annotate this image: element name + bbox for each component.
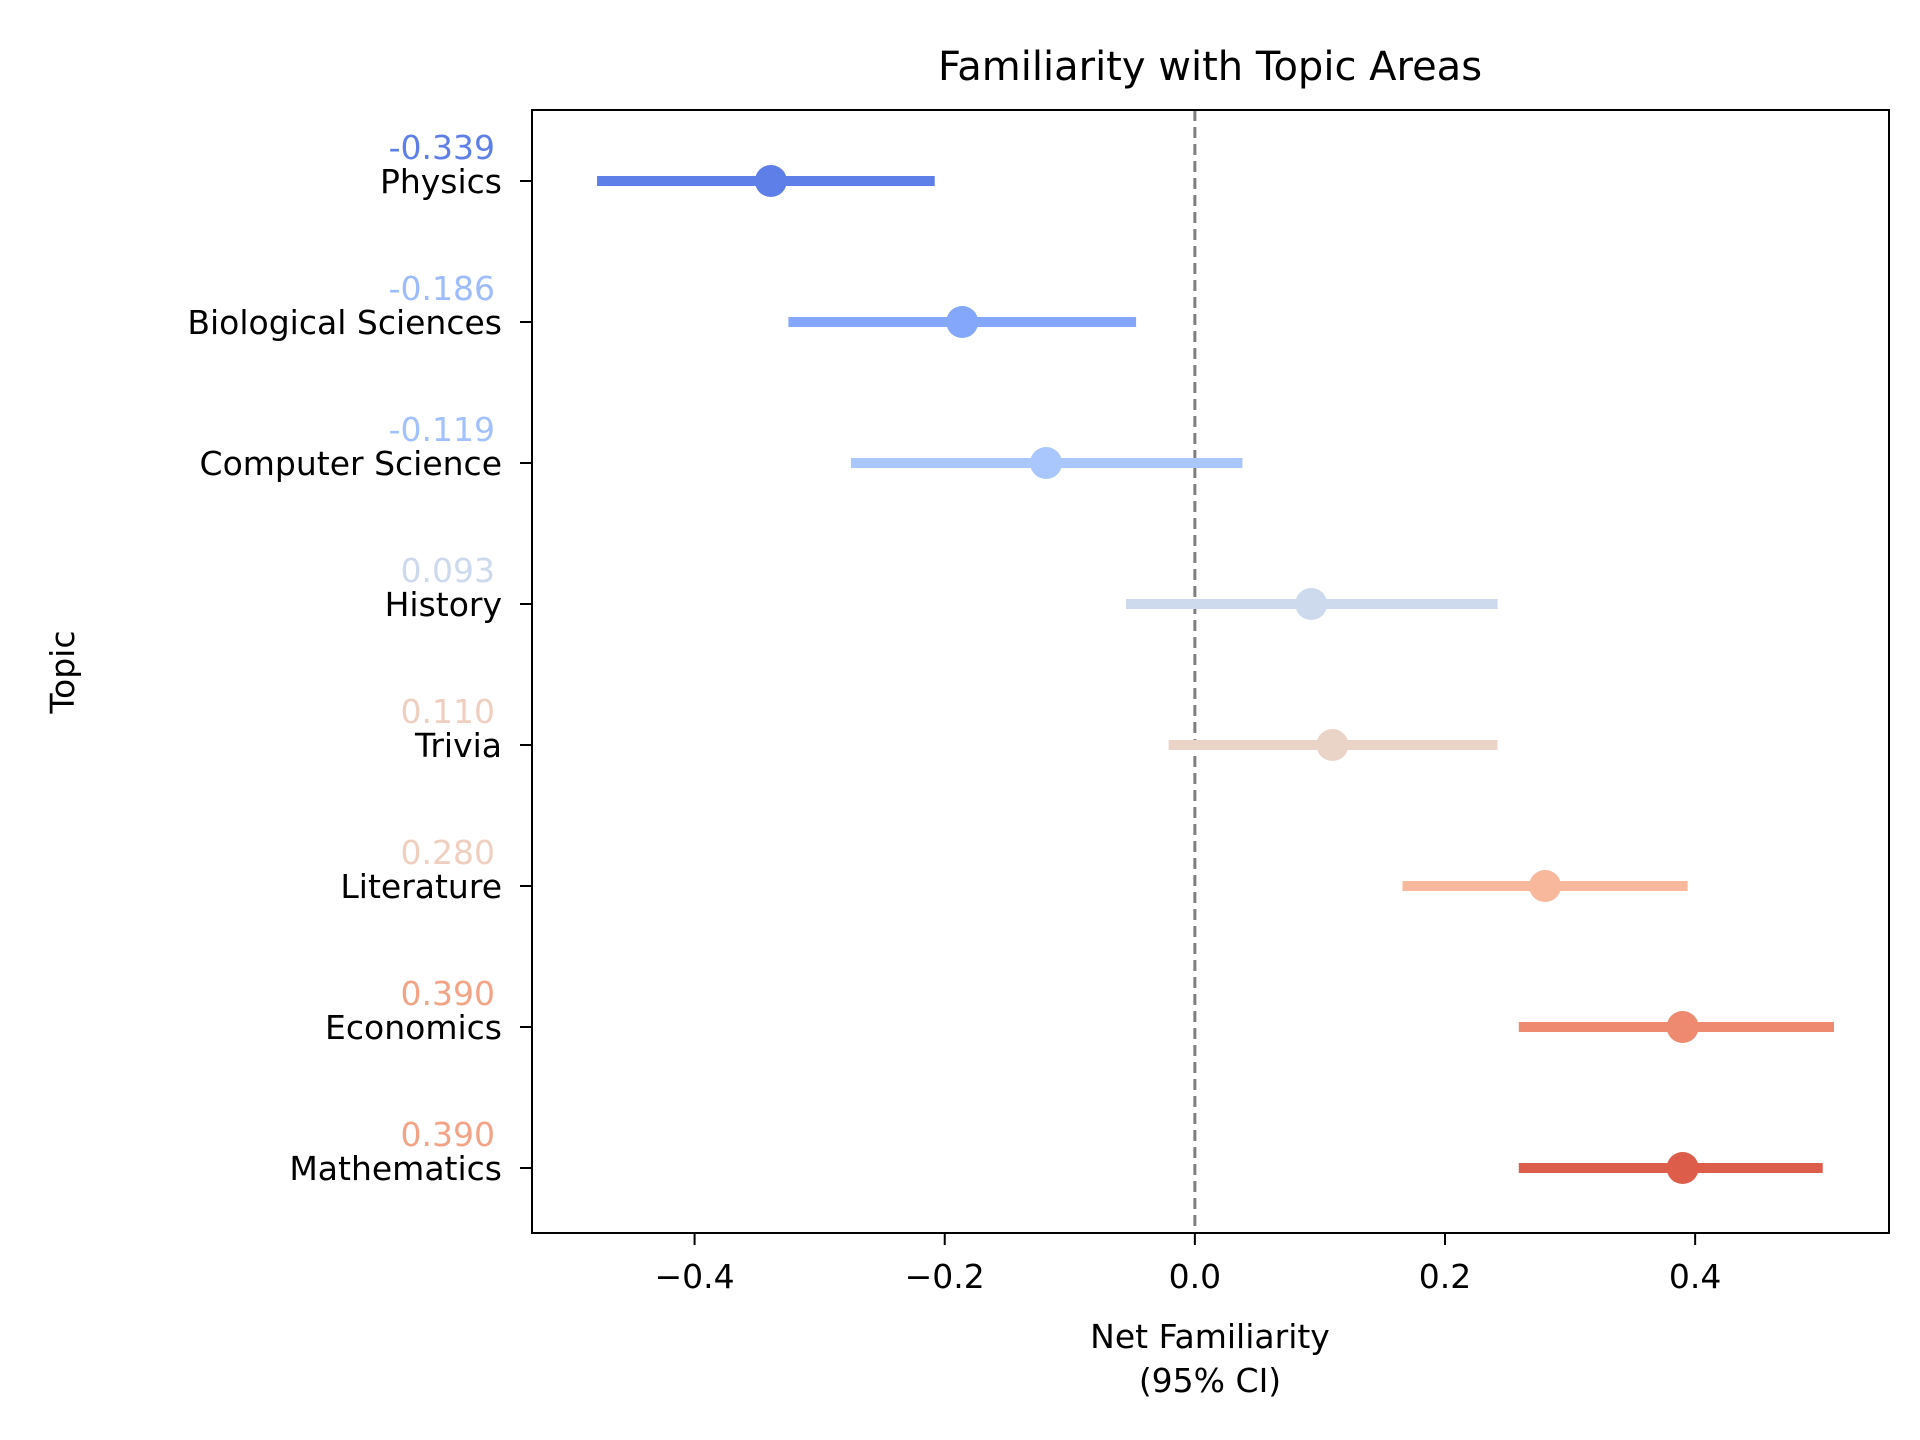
point-biological-sciences (946, 306, 979, 338)
value-label-trivia: 0.110 (401, 692, 495, 731)
y-axis-label: Topic (43, 631, 82, 715)
y-tick-label-mathematics: Mathematics (289, 1149, 502, 1188)
axis-ticks: Physics-0.339 Biological Sciences-0.186 Co… (187, 128, 1721, 1296)
x-tick-label-3: 0.2 (1419, 1257, 1471, 1296)
point-mathematics (1666, 1152, 1699, 1184)
value-label-economics: 0.390 (401, 974, 495, 1013)
y-tick-label-trivia: Trivia (414, 726, 502, 765)
x-tick-label-2: 0.0 (1169, 1257, 1221, 1296)
y-tick-label-history: History (385, 585, 502, 624)
x-tick-label-0: −0.4 (655, 1257, 735, 1296)
x-tick-label-1: −0.2 (905, 1257, 985, 1296)
y-tick-label-economics: Economics (325, 1008, 502, 1047)
point-history (1295, 588, 1328, 620)
value-label-history: 0.093 (401, 551, 495, 590)
y-tick-label-physics: Physics (380, 162, 502, 201)
plot-frame (531, 109, 1890, 1234)
point-trivia (1316, 729, 1349, 761)
x-axis-label-line2: (95% CI) (1139, 1361, 1281, 1400)
x-tick-label-4: 0.4 (1669, 1257, 1721, 1296)
point-computer-science (1030, 447, 1063, 479)
x-axis-label-line1: Net Familiarity (1090, 1317, 1330, 1356)
y-tick-label-biological-sciences: Biological Sciences (187, 303, 502, 342)
value-label-physics: -0.339 (389, 128, 495, 167)
value-label-mathematics: 0.390 (401, 1115, 495, 1154)
y-tick-label-computer-science: Computer Science (200, 444, 502, 483)
chart-title: Familiarity with Topic Areas (938, 44, 1482, 90)
value-label-biological-sciences: -0.186 (389, 269, 495, 308)
value-label-computer-science: -0.119 (389, 410, 495, 449)
y-tick-label-literature: Literature (340, 867, 502, 906)
point-physics (754, 165, 787, 197)
plot-area (597, 110, 1834, 1233)
value-label-literature: 0.280 (401, 833, 495, 872)
point-literature (1529, 870, 1562, 902)
point-economics (1666, 1011, 1699, 1043)
